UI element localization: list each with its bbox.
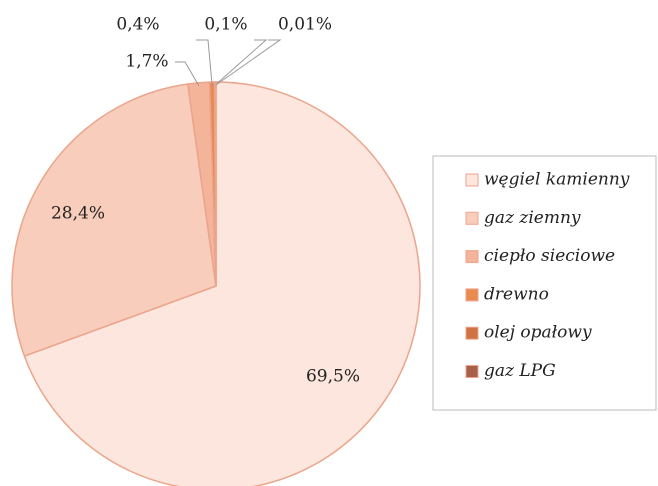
leader-line bbox=[175, 61, 200, 86]
legend-label: olej opałowy bbox=[484, 323, 592, 343]
data-label: 1,7% bbox=[125, 52, 168, 72]
legend-label: gaz ziemny bbox=[484, 208, 581, 228]
pie-slice bbox=[11, 83, 217, 357]
legend-label: węgiel kamienny bbox=[484, 170, 630, 190]
data-label: 0,1% bbox=[204, 15, 247, 35]
leader-line bbox=[196, 39, 213, 86]
data-label: 28,4% bbox=[51, 204, 105, 224]
legend-label: drewno bbox=[484, 284, 549, 304]
data-label: 0,01% bbox=[278, 15, 332, 35]
legend-swatch bbox=[465, 173, 479, 187]
legend-swatch bbox=[465, 211, 479, 225]
legend-swatch bbox=[465, 326, 479, 340]
data-label: 0,4% bbox=[116, 15, 159, 35]
legend-label: gaz LPG bbox=[484, 361, 556, 381]
pie-slice bbox=[23, 81, 421, 486]
legend-label: ciepło sieciowe bbox=[484, 246, 615, 266]
legend-swatch bbox=[465, 250, 479, 264]
leader-line bbox=[214, 39, 268, 86]
legend-swatch bbox=[465, 288, 479, 302]
leader-line bbox=[215, 39, 282, 86]
legend-swatch bbox=[465, 365, 479, 378]
data-label: 69,5% bbox=[306, 367, 360, 387]
